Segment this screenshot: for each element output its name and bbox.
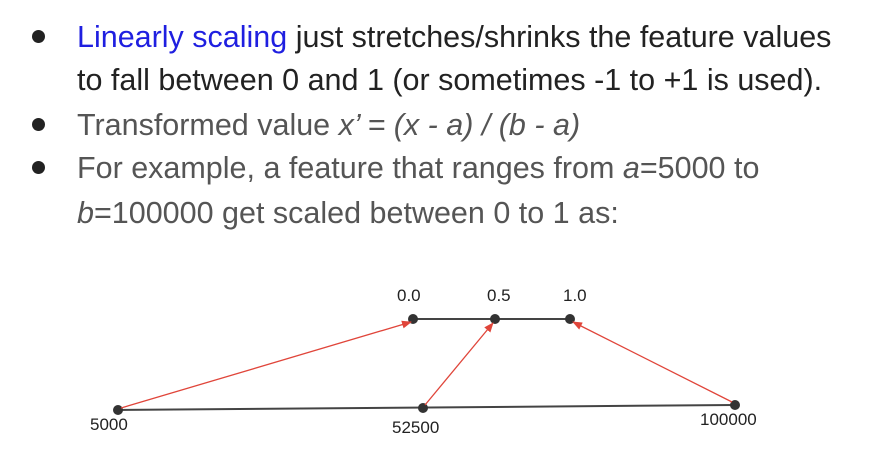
mapping-arrow-52500 bbox=[424, 322, 494, 406]
scaled-point-0-5 bbox=[490, 314, 500, 324]
raw-point-100000 bbox=[730, 400, 740, 410]
scaling-formula: x’ = (x - a) / (b - a) bbox=[338, 108, 581, 142]
bullet-2-line: Transformed value x’ = (x - a) / (b - a) bbox=[77, 107, 580, 143]
raw-point-5000 bbox=[113, 405, 123, 415]
raw-tick-label: 100000 bbox=[700, 410, 757, 429]
bullet-3-line-2: b=100000 get scaled between 0 to 1 as: bbox=[77, 195, 619, 231]
mapping-arrow-5000 bbox=[120, 320, 412, 409]
scaled-tick-label: 0.0 bbox=[397, 286, 421, 305]
transformed-value-label: Transformed value bbox=[77, 108, 339, 142]
scaled-tick-label: 1.0 bbox=[563, 286, 587, 305]
scaled-point-1 bbox=[565, 314, 575, 324]
scaling-diagram: 0.0 0.5 1.0 5000 52500 100000 bbox=[90, 286, 757, 437]
var-a: a bbox=[622, 151, 640, 185]
bullet-1-line-2: to fall between 0 and 1 (or sometimes -1… bbox=[77, 63, 823, 97]
linearly-scaling-link[interactable]: Linearly scaling bbox=[77, 20, 288, 54]
var-b: b bbox=[77, 196, 94, 230]
example-text-2: =5000 to bbox=[639, 151, 760, 185]
scaled-tick-label: 0.5 bbox=[487, 286, 511, 305]
bullet-marker bbox=[32, 30, 45, 43]
example-text-3: =100000 get scaled between 0 to 1 as: bbox=[93, 196, 619, 230]
bullet-marker bbox=[32, 118, 45, 131]
example-text-1: For example, a feature that ranges from bbox=[77, 151, 623, 185]
bullet-1-line-1: Linearly scaling just stretches/shrinks … bbox=[77, 19, 831, 55]
raw-point-52500 bbox=[418, 403, 428, 413]
bullet-1-text: just stretches/shrinks the feature value… bbox=[287, 20, 832, 54]
bullet-marker bbox=[32, 161, 45, 174]
mapping-arrow-100000 bbox=[572, 321, 733, 403]
raw-tick-label: 52500 bbox=[392, 418, 439, 437]
raw-tick-label: 5000 bbox=[90, 415, 128, 434]
bullet-3-line-1: For example, a feature that ranges from … bbox=[77, 150, 759, 186]
